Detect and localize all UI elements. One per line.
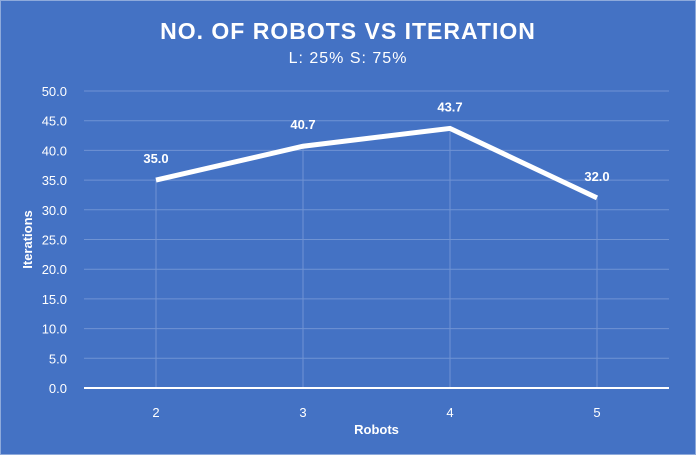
y-tick-label: 15.0 bbox=[42, 292, 67, 307]
x-axis-title: Robots bbox=[354, 422, 399, 437]
y-tick-label: 25.0 bbox=[42, 233, 67, 248]
data-label: 35.0 bbox=[143, 151, 168, 166]
y-tick-label: 50.0 bbox=[42, 84, 67, 99]
drop-lines bbox=[155, 128, 598, 388]
y-tick-label: 5.0 bbox=[49, 351, 67, 366]
data-label: 40.7 bbox=[290, 117, 315, 132]
x-tick-label: 3 bbox=[299, 405, 306, 420]
y-tick-label: 0.0 bbox=[49, 381, 67, 396]
series-line bbox=[155, 125, 599, 201]
data-label: 32.0 bbox=[584, 169, 609, 184]
y-tick-label: 45.0 bbox=[42, 114, 67, 129]
gridlines bbox=[84, 90, 669, 359]
x-tick-label: 4 bbox=[446, 405, 453, 420]
y-tick-label: 35.0 bbox=[42, 173, 67, 188]
x-tick-labels: 2 3 4 5 bbox=[152, 405, 600, 420]
y-tick-labels: 0.0 5.0 10.0 15.0 20.0 25.0 30.0 35.0 40.0 45.0 50… bbox=[42, 84, 67, 396]
y-axis-title: Iterations bbox=[20, 210, 35, 269]
y-tick-label: 10.0 bbox=[42, 322, 67, 337]
chart-subtitle: L: 25% S: 75% bbox=[288, 50, 408, 67]
y-tick-label: 20.0 bbox=[42, 262, 67, 277]
data-label: 43.7 bbox=[437, 99, 462, 114]
x-tick-label: 5 bbox=[593, 405, 600, 420]
y-tick-label: 30.0 bbox=[42, 203, 67, 218]
x-tick-label: 2 bbox=[152, 405, 159, 420]
data-labels: 35.0 40.7 43.7 32.0 bbox=[143, 99, 609, 183]
chart-title: NO. OF ROBOTS VS ITERATION bbox=[160, 18, 536, 44]
y-tick-label: 40.0 bbox=[42, 143, 67, 158]
